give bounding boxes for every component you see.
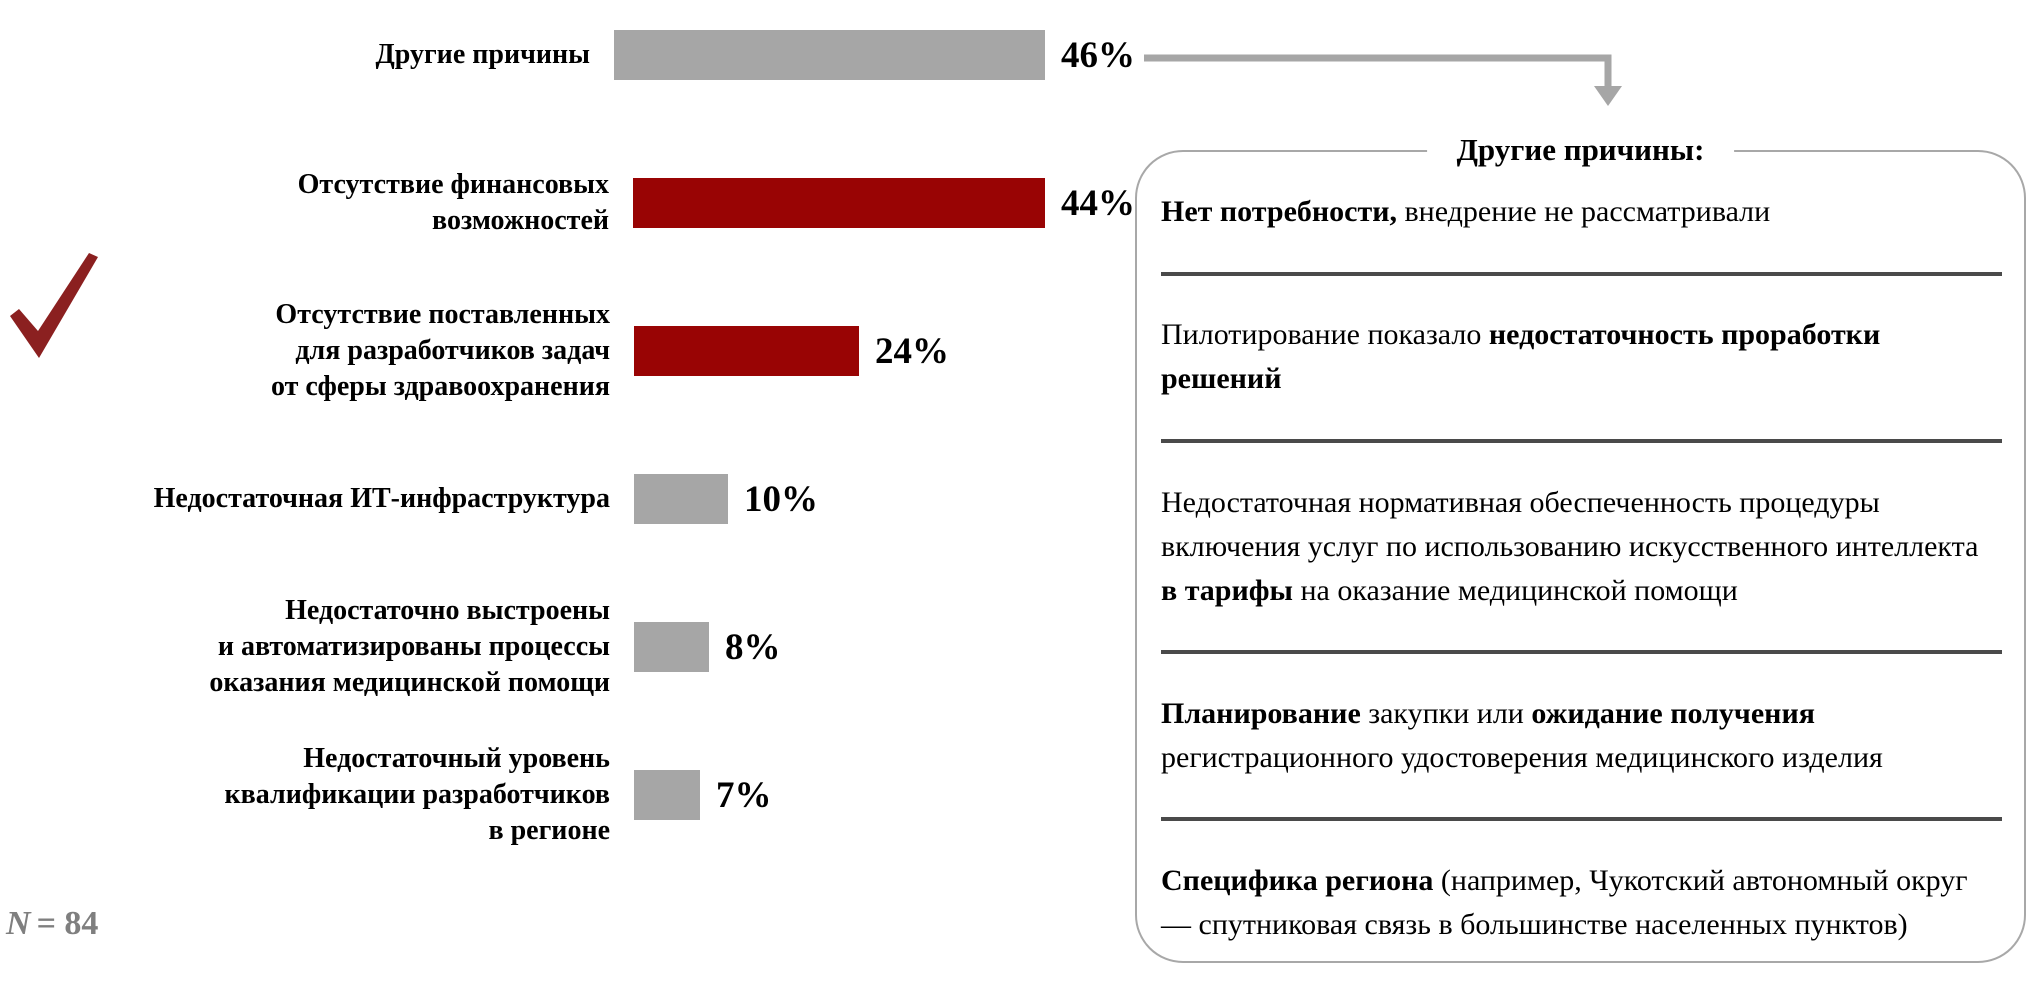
sample-size-value: = 84	[36, 905, 99, 942]
arrow-down-connector-icon	[1144, 54, 1622, 106]
bar	[634, 474, 728, 524]
text: Недостаточная нормативная обеспеченность…	[1161, 485, 1979, 563]
divider	[1161, 271, 2002, 276]
divider	[1161, 438, 2002, 443]
text: закупки или	[1360, 696, 1532, 730]
value-label: 10%	[744, 478, 818, 520]
divider	[1161, 650, 2002, 655]
panel-item: Недостаточная нормативная обеспеченность…	[1161, 481, 2002, 613]
bar	[634, 622, 709, 672]
bar	[634, 770, 700, 820]
panel-title: Другие причины:	[1426, 132, 1735, 169]
category-label: Отсутствие финансовых возможностей	[297, 169, 609, 236]
panel-item: Нет потребности, внедрение не рассматрив…	[1161, 190, 2002, 234]
emphasis-text: ожидание получения	[1531, 696, 1815, 730]
text: регистрационного удостоверения медицинск…	[1161, 740, 1883, 774]
emphasis-text: Специфика региона	[1161, 864, 1434, 897]
text: внедрение не рассматривали	[1397, 195, 1771, 228]
bar-row: Недостаточная ИТ-инфраструктура 10%	[0, 425, 1135, 573]
category-label: Недостаточный уровень квалификации разра…	[224, 743, 610, 846]
panel-item: Пилотирование показало недостаточность п…	[1161, 313, 2002, 401]
panel-item: Специфика региона (например, Чукотский а…	[1161, 859, 2002, 947]
value-label: 44%	[1061, 182, 1135, 224]
bar-row: Отсутствие финансовых возможностей 44%	[0, 129, 1135, 277]
bar-row: Недостаточно выстроены и автоматизирован…	[0, 573, 1135, 721]
bar	[614, 30, 1045, 80]
emphasis-text: Планирование	[1161, 696, 1361, 730]
sample-size-n: N	[6, 905, 31, 942]
bar-row: Отсутствие поставленных для разработчико…	[0, 277, 1135, 425]
other-reasons-panel: Другие причины: Нет потребности, внедрен…	[1135, 132, 2026, 963]
check-icon	[10, 253, 98, 358]
text: Пилотирование показало	[1161, 318, 1489, 352]
text: на оказание медицинской помощи	[1292, 573, 1738, 607]
panel-item: Планирование закупки или ожидание получе…	[1161, 692, 2002, 780]
emphasis-text: недостаточность проработки решений	[1161, 318, 1881, 396]
sample-size-note: N = 84	[6, 905, 98, 943]
bar-row: Недостаточный уровень квалификации разра…	[0, 721, 1135, 869]
bar	[634, 326, 859, 376]
category-label: Отсутствие поставленных для разработчико…	[271, 299, 610, 402]
category-label: Другие причины	[375, 39, 591, 70]
divider	[1161, 817, 2002, 822]
text: (например, Чукотский автономный округ — …	[1161, 864, 1968, 941]
emphasis-text: в тарифы	[1161, 573, 1293, 607]
bar	[633, 178, 1045, 228]
value-label: 8%	[725, 626, 781, 668]
panel-items: Нет потребности, внедрение не рассматрив…	[1161, 190, 2002, 947]
bar-chart: Другие причины 46% Отсутствие финансовых в…	[0, 0, 1135, 869]
bar-row: Другие причины 46%	[0, 0, 1135, 129]
category-label: Недостаточно выстроены и автоматизирован…	[209, 595, 610, 698]
category-label: Недостаточная ИТ-инфраструктура	[153, 483, 610, 514]
value-label: 24%	[875, 330, 949, 372]
value-label: 7%	[716, 774, 772, 816]
emphasis-text: Нет потребности,	[1161, 195, 1398, 228]
value-label: 46%	[1061, 34, 1135, 76]
